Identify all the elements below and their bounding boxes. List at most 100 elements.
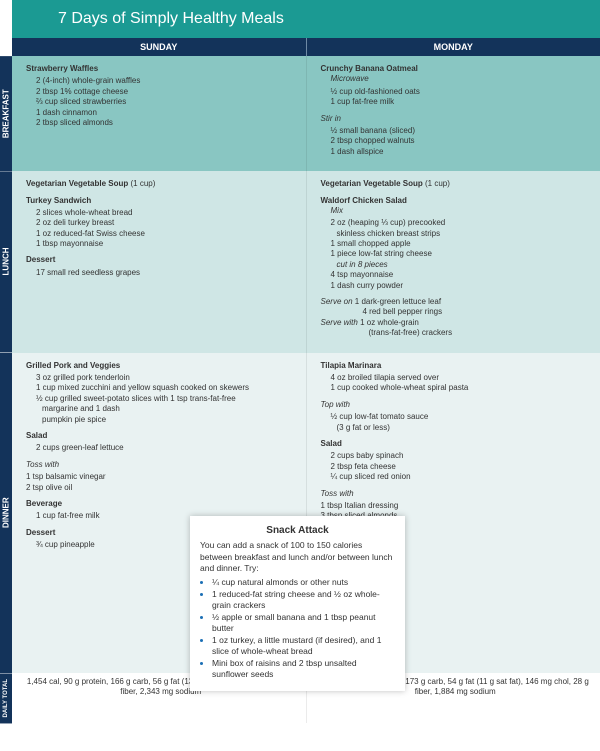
list-item: 1 cup mixed zucchini and yellow squash c…	[36, 383, 296, 393]
ingredient-list: 1 tsp balsamic vinegar 2 tsp olive oil	[26, 472, 296, 493]
list-item: 1 piece low-fat string cheese	[331, 249, 591, 259]
list-item: ½ small banana (sliced)	[331, 126, 591, 136]
lunch-monday-cell: Vegetarian Vegetable Soup (1 cup) Waldor…	[306, 171, 600, 352]
ingredient-list: ½ small banana (sliced) 2 tbsp chopped w…	[321, 126, 591, 157]
ingredient-list: 17 small red seedless grapes	[26, 268, 296, 278]
list-item: 4 oz broiled tilapia served over	[331, 373, 591, 383]
ingredient-list: 3 oz grilled pork tenderloin 1 cup mixed…	[26, 373, 296, 425]
list-item: 2 cups baby spinach	[331, 451, 591, 461]
list-item: 2 tbsp chopped walnuts	[331, 136, 591, 146]
breakfast-label: BREAKFAST	[0, 56, 12, 171]
total-label: DAILY TOTAL	[0, 673, 12, 723]
breakfast-monday-cell: Crunchy Banana Oatmeal Microwave ½ cup o…	[306, 56, 600, 171]
portion: (1 cup)	[425, 179, 450, 188]
list-item: ½ cup low-fat tomato sauce	[331, 412, 591, 422]
list-item: ¼ cup sliced red onion	[331, 472, 591, 482]
dish-title: Vegetarian Vegetable Soup	[321, 179, 423, 188]
breakfast-row: BREAKFAST Strawberry Waffles 2 (4-inch) …	[0, 56, 600, 171]
list-item: ¼ cup natural almonds or other nuts	[212, 577, 395, 588]
ingredient-list: 2 (4-inch) whole-grain waffles 2 tbsp 1%…	[26, 76, 296, 128]
ingredient-list: 2 cups baby spinach 2 tbsp feta cheese ¼…	[321, 451, 591, 482]
instruction-label: Top with	[321, 400, 591, 410]
list-item: ½ apple or small banana and 1 tbsp peanu…	[212, 612, 395, 634]
list-item: 2 tbsp sliced almonds	[36, 118, 296, 128]
list-item: 2 tbsp feta cheese	[331, 462, 591, 472]
instruction-label: Toss with	[321, 489, 591, 499]
snack-intro: You can add a snack of 100 to 150 calori…	[200, 540, 395, 573]
list-item: 4 red bell pepper rings	[321, 307, 591, 317]
dish-title: Strawberry Waffles	[26, 64, 98, 73]
instruction-label: Toss with	[26, 460, 296, 470]
list-item: 17 small red seedless grapes	[36, 268, 296, 278]
list-item: 1 cup cooked whole-wheat spiral pasta	[331, 383, 591, 393]
page-title: 7 Days of Simply Healthy Meals	[12, 0, 600, 38]
list-item: (3 g fat or less)	[331, 423, 591, 433]
list-item: 1 reduced-fat string cheese and ½ oz who…	[212, 589, 395, 611]
instruction-label: Serve on	[321, 297, 353, 306]
list-item: 3 oz grilled pork tenderloin	[36, 373, 296, 383]
list-item: cut in 8 pieces	[331, 260, 591, 270]
portion: (1 cup)	[131, 179, 156, 188]
list-item: 1 small chopped apple	[331, 239, 591, 249]
dish-title: Waldorf Chicken Salad	[321, 196, 407, 205]
list-item: 1 oz whole-grain	[360, 318, 419, 327]
breakfast-sunday-cell: Strawberry Waffles 2 (4-inch) whole-grai…	[12, 56, 306, 171]
list-item: 2 oz (heaping ⅓ cup) precooked	[331, 218, 591, 228]
list-item: (trans-fat-free) crackers	[321, 328, 591, 338]
instruction-label: Stir in	[321, 114, 591, 124]
list-item: 1 dash curry powder	[331, 281, 591, 291]
dish-title: Tilapia Marinara	[321, 361, 382, 370]
day-header-monday: MONDAY	[306, 38, 600, 56]
list-item: margarine and 1 dash	[36, 404, 296, 414]
snack-callout: Snack Attack You can add a snack of 100 …	[190, 516, 405, 691]
instruction-label: Mix	[321, 206, 591, 216]
snack-list: ¼ cup natural almonds or other nuts 1 re…	[200, 577, 395, 680]
list-item: 1 dash allspice	[331, 147, 591, 157]
meal-plan-page: 7 Days of Simply Healthy Meals SUNDAY MO…	[0, 0, 600, 723]
list-item: ⅔ cup sliced strawberries	[36, 97, 296, 107]
ingredient-list: ½ cup low-fat tomato sauce (3 g fat or l…	[321, 412, 591, 433]
day-header-row: SUNDAY MONDAY	[12, 38, 600, 56]
list-item: 1 cup fat-free milk	[331, 97, 591, 107]
list-item: Mini box of raisins and 2 tbsp unsalted …	[212, 658, 395, 680]
snack-title: Snack Attack	[200, 524, 395, 537]
list-item: 2 tbsp 1% cottage cheese	[36, 87, 296, 97]
dinner-label: DINNER	[0, 353, 12, 673]
list-item: 2 oz deli turkey breast	[36, 218, 296, 228]
list-item: 1 dark-green lettuce leaf	[355, 297, 441, 306]
ingredient-list: ½ cup old-fashioned oats 1 cup fat-free …	[321, 87, 591, 108]
dish-title: Vegetarian Vegetable Soup	[26, 179, 128, 188]
list-item: 2 (4-inch) whole-grain waffles	[36, 76, 296, 86]
list-item: 1 tbsp mayonnaise	[36, 239, 296, 249]
lunch-sunday-cell: Vegetarian Vegetable Soup (1 cup) Turkey…	[12, 171, 306, 352]
list-item: 2 tsp olive oil	[26, 483, 296, 493]
list-item: skinless chicken breast strips	[331, 229, 591, 239]
list-item: 1 tsp balsamic vinegar	[26, 472, 296, 482]
list-item: pumpkin pie spice	[36, 415, 296, 425]
dish-title: Turkey Sandwich	[26, 196, 91, 205]
section-label: Salad	[26, 431, 47, 440]
section-label: Dessert	[26, 255, 55, 264]
list-item: ½ cup grilled sweet-potato slices with 1…	[36, 394, 296, 404]
ingredient-list: 2 cups green-leaf lettuce	[26, 443, 296, 453]
ingredient-list: 2 slices whole-wheat bread 2 oz deli tur…	[26, 208, 296, 250]
list-item: 1 oz reduced-fat Swiss cheese	[36, 229, 296, 239]
dish-title: Crunchy Banana Oatmeal	[321, 64, 418, 73]
list-item: 4 tsp mayonnaise	[331, 270, 591, 280]
section-label: Salad	[321, 439, 342, 448]
list-item: ½ cup old-fashioned oats	[331, 87, 591, 97]
ingredient-list: 4 oz broiled tilapia served over 1 cup c…	[321, 373, 591, 394]
instruction-label: Serve with	[321, 318, 358, 327]
lunch-label: LUNCH	[0, 171, 12, 352]
list-item: 1 oz turkey, a little mustard (if desire…	[212, 635, 395, 657]
list-item: 1 tbsp Italian dressing	[321, 501, 591, 511]
dish-title: Grilled Pork and Veggies	[26, 361, 120, 370]
instruction-label: Microwave	[321, 74, 591, 84]
list-item: 2 slices whole-wheat bread	[36, 208, 296, 218]
lunch-row: LUNCH Vegetarian Vegetable Soup (1 cup) …	[0, 171, 600, 352]
list-item: 2 cups green-leaf lettuce	[36, 443, 296, 453]
list-item: 1 dash cinnamon	[36, 108, 296, 118]
section-label: Dessert	[26, 528, 55, 537]
ingredient-list: 2 oz (heaping ⅓ cup) precooked skinless …	[321, 218, 591, 291]
day-header-sunday: SUNDAY	[12, 38, 306, 56]
